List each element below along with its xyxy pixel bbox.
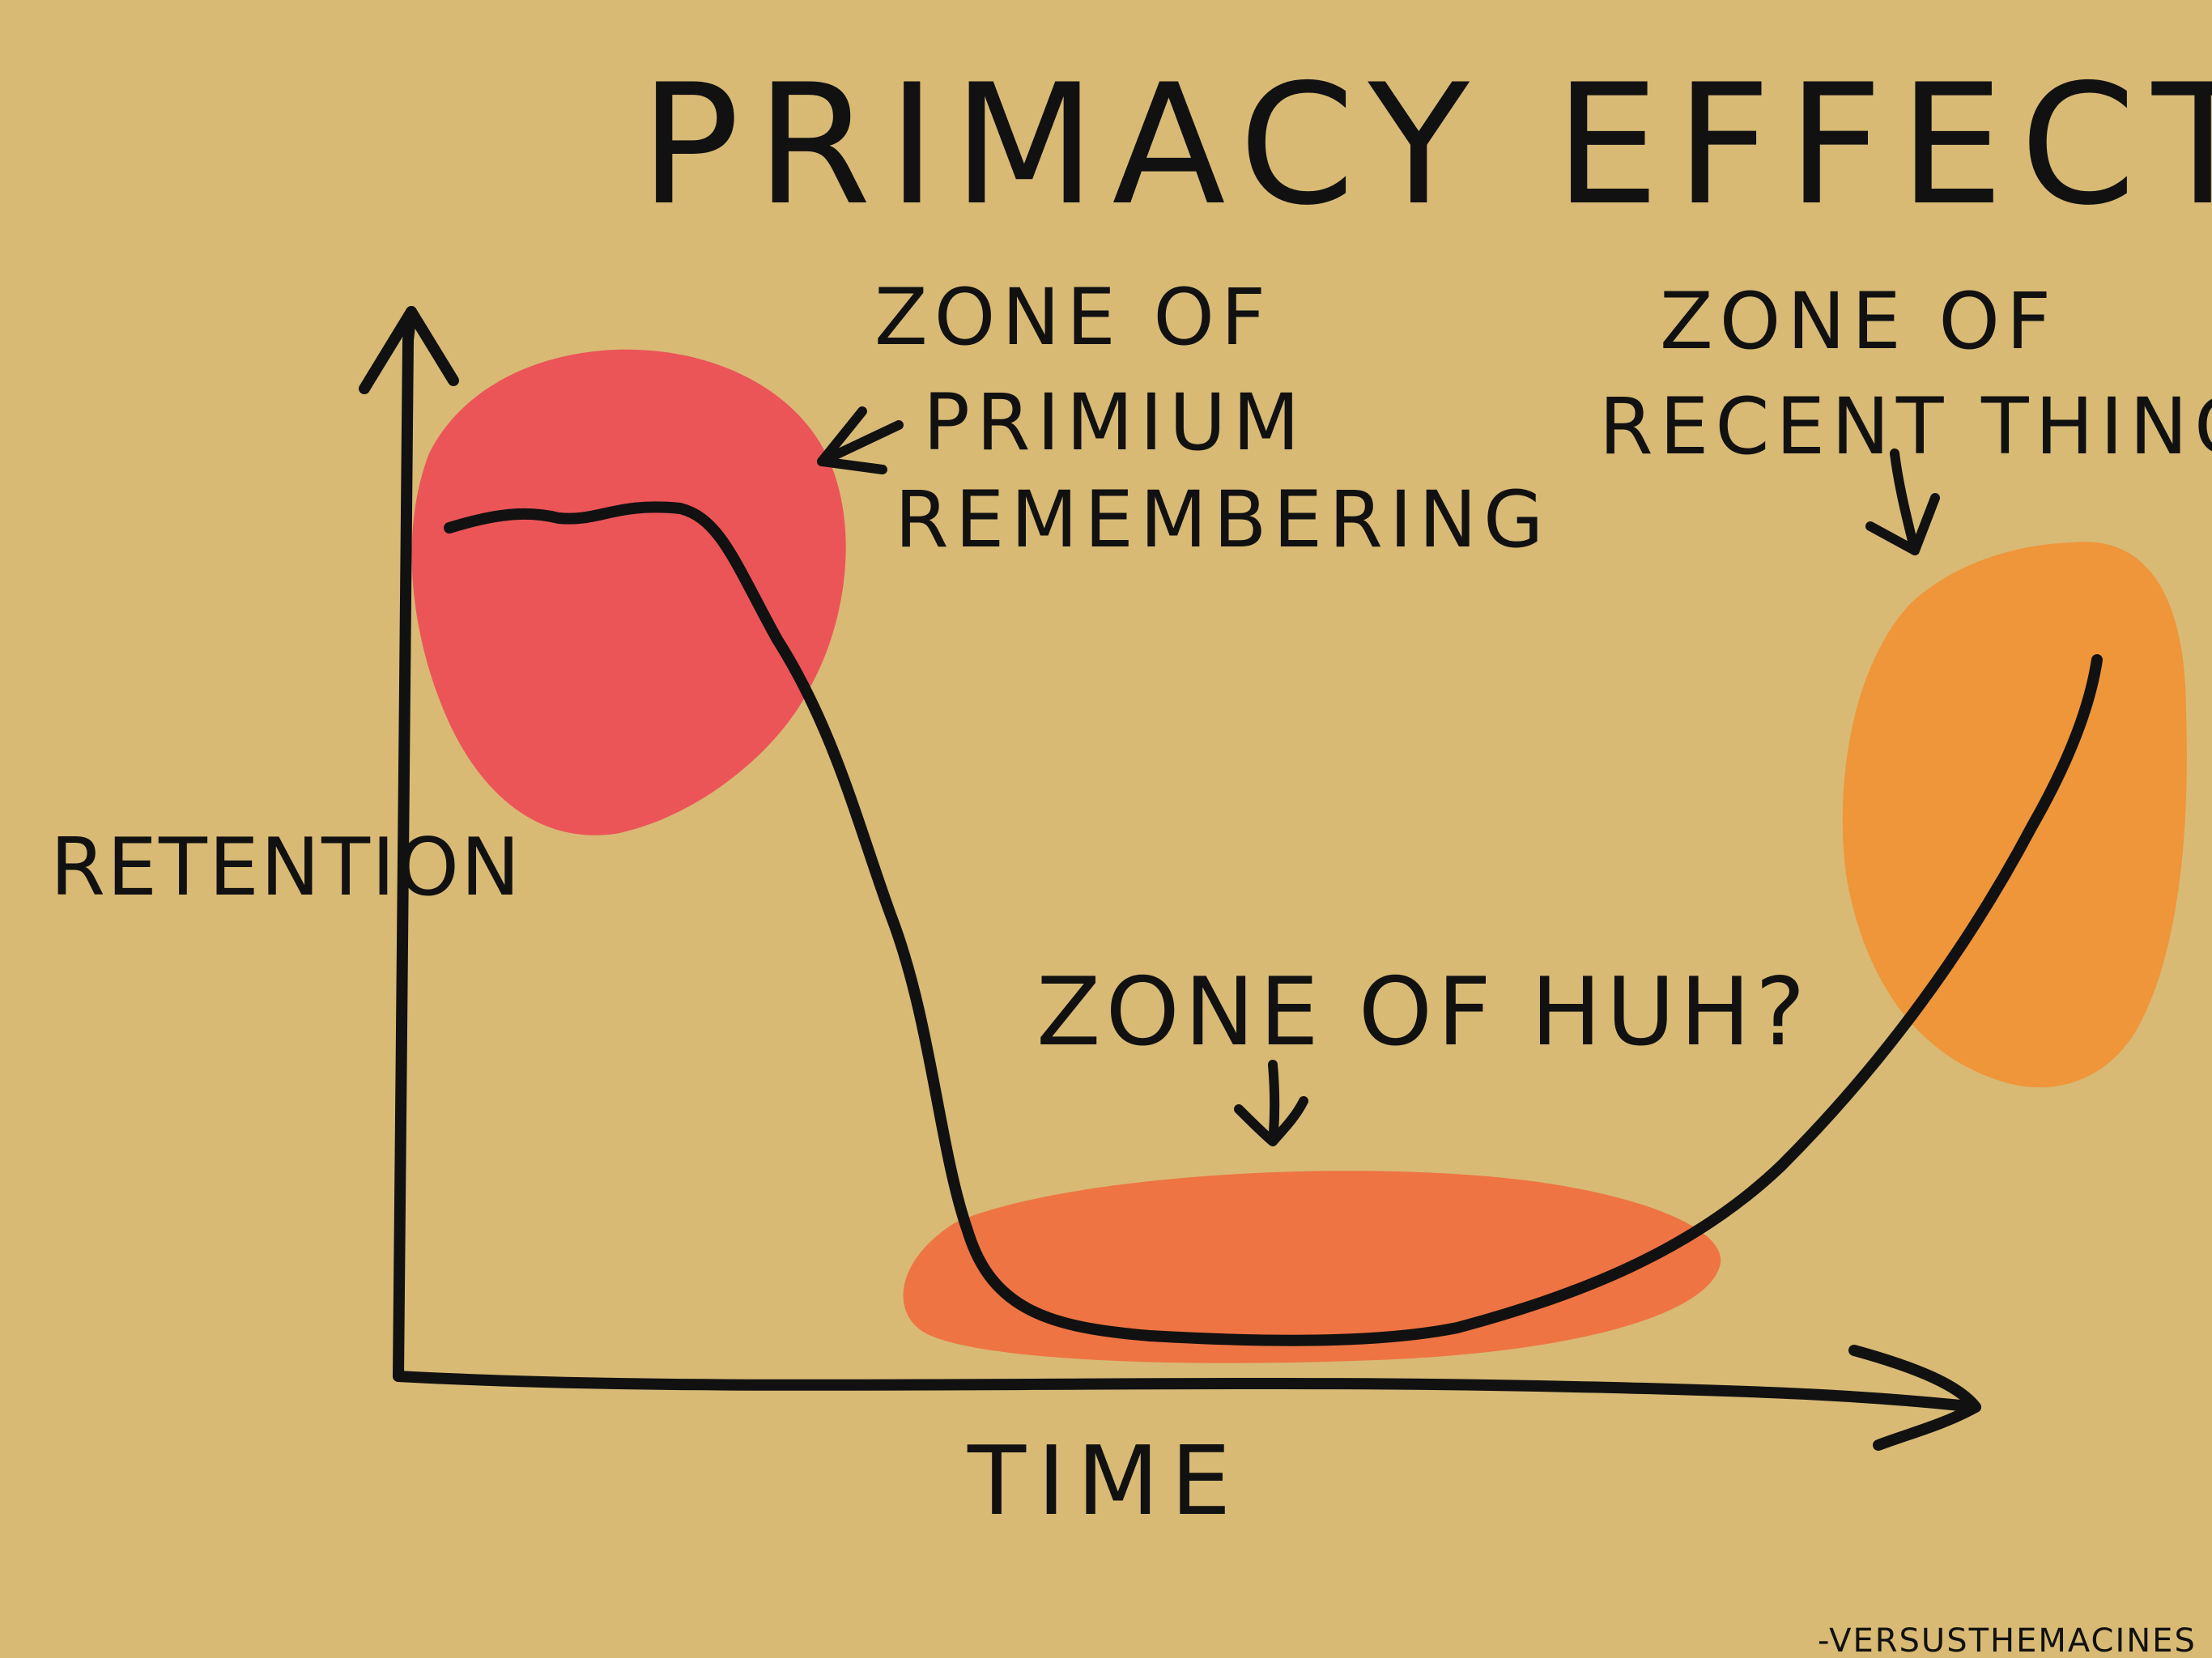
middle-zone-label: ZONE OF HUH? <box>1036 958 1810 1067</box>
middle-pointer-arrow <box>1234 1060 1308 1146</box>
x-axis-label: TIME <box>967 1425 1242 1537</box>
primacy-zone-label-line3: REMEMBERING <box>895 474 1550 565</box>
y-axis-arrowhead <box>359 306 459 394</box>
retention-curve <box>444 501 2103 1346</box>
signature: -VERSUSTHEMACINES <box>1818 1622 2197 1658</box>
primacy-zone-label-line2: PRIMIUM <box>923 377 1306 468</box>
recency-zone-label-line2: RECENT THINGS <box>1599 381 2212 472</box>
primacy-zone-blob <box>411 349 846 835</box>
diagram-title: PRIMACY EFFECT <box>640 49 2212 242</box>
primacy-zone-label-line1: ZONE OF <box>874 272 1272 363</box>
x-axis-arrowhead <box>1848 1345 1981 1451</box>
recency-zone-blob <box>1842 542 2187 1088</box>
x-axis <box>393 1371 1981 1413</box>
y-axis-label: RETENTION <box>50 822 521 914</box>
primacy-pointer-arrow <box>817 406 904 474</box>
middle-zone-blob <box>903 1171 1721 1363</box>
recency-zone-label-line1: ZONE OF <box>1660 276 2057 367</box>
recency-pointer-arrow <box>1865 449 1940 555</box>
